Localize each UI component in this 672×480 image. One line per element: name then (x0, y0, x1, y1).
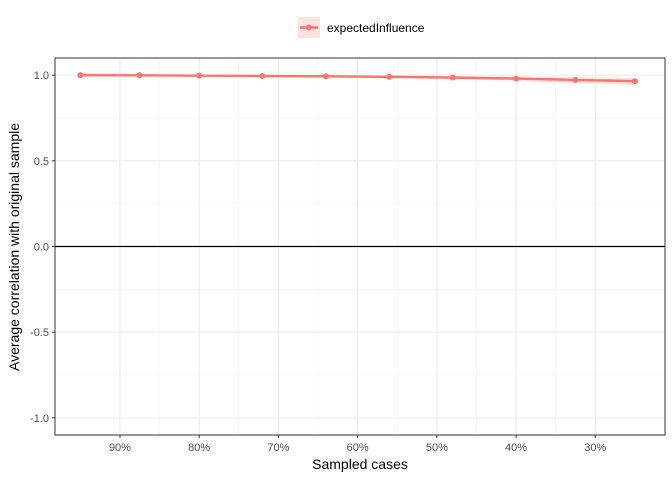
y-tick-label: 1.0 (34, 70, 49, 82)
data-point (631, 78, 638, 85)
data-point (449, 74, 456, 81)
y-tick-label: 0.5 (34, 156, 49, 168)
data-point (77, 72, 84, 79)
data-point (196, 72, 203, 79)
x-tick-label: 70% (267, 442, 289, 454)
legend-key-point (306, 24, 312, 31)
series-line (80, 73, 635, 83)
y-axis-title: Average correlation with original sample (6, 123, 22, 371)
series-points (77, 72, 638, 85)
x-tick-label: 50% (426, 442, 448, 454)
series-lines (80, 73, 635, 83)
y-axis-ticks: 1.0 0.5 0.0 -0.5 -1.0 (30, 70, 55, 425)
data-point (136, 72, 143, 79)
legend-label: expectedInfluence (327, 21, 425, 35)
x-tick-label: 30% (584, 442, 606, 454)
x-tick-label: 90% (109, 442, 131, 454)
y-tick-label: -1.0 (30, 413, 49, 425)
data-point (322, 73, 329, 80)
x-axis-title: Sampled cases (312, 456, 408, 472)
data-point (513, 75, 520, 82)
data-point (259, 72, 266, 79)
x-tick-label: 80% (188, 442, 210, 454)
legend: expectedInfluence (298, 17, 425, 38)
x-tick-label: 40% (505, 442, 527, 454)
data-point (386, 73, 393, 80)
data-point (572, 76, 579, 83)
y-tick-label: -0.5 (30, 327, 49, 339)
x-axis-ticks: 90% 80% 70% 60% 50% 40% 30% (109, 435, 607, 454)
x-tick-label: 60% (347, 442, 369, 454)
y-tick-label: 0.0 (34, 242, 49, 254)
